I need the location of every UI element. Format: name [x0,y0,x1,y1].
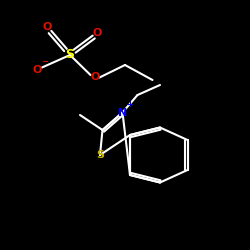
Text: S: S [66,48,74,62]
Text: O: O [90,72,100,83]
Text: −: − [41,57,48,66]
Text: N: N [118,108,127,118]
Text: O: O [93,28,102,38]
Text: O: O [33,65,42,75]
Text: +: + [126,100,134,109]
Text: O: O [43,22,52,32]
Text: S: S [96,150,104,160]
